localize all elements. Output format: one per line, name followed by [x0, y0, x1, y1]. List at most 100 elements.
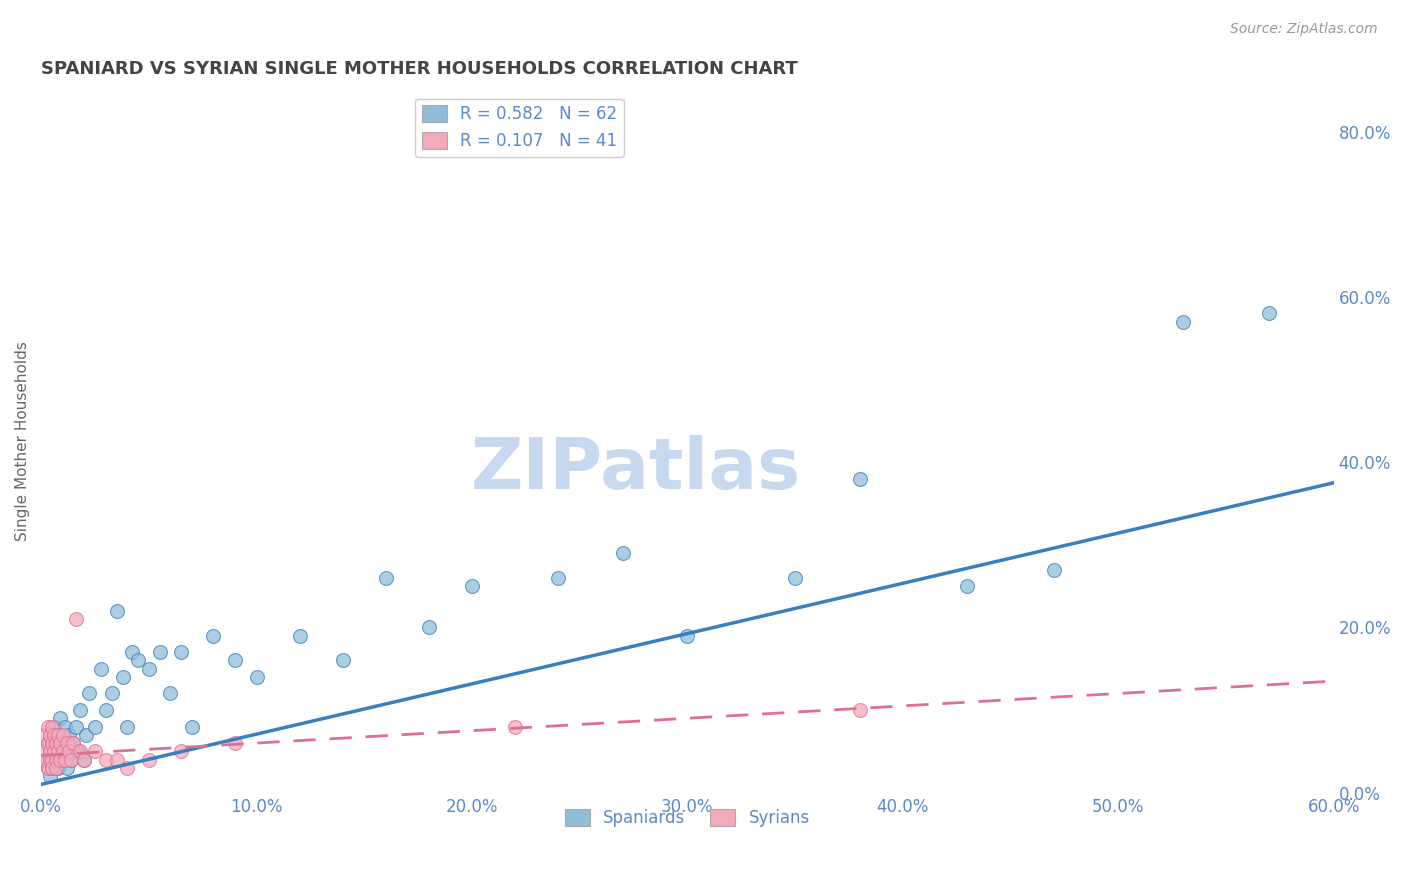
Point [45, 761, 67, 775]
Point [37, 736, 59, 750]
Point [127, 653, 149, 667]
Point [111, 670, 134, 684]
Point [42, 744, 65, 758]
Y-axis label: Single Mother Households: Single Mother Households [15, 342, 30, 541]
Point [202, 629, 225, 643]
Point [41, 753, 63, 767]
Point [45, 736, 67, 750]
Point [75, 728, 97, 742]
Point [159, 686, 181, 700]
Point [783, 571, 806, 585]
Point [90, 662, 112, 676]
Point [49, 753, 72, 767]
Point [53, 720, 76, 734]
Point [52, 736, 75, 750]
Point [288, 629, 311, 643]
Point [45, 736, 67, 750]
Point [65, 612, 87, 626]
Text: ZIPatlas: ZIPatlas [471, 435, 801, 504]
Point [676, 629, 699, 643]
Point [547, 571, 569, 585]
Point [503, 720, 526, 734]
Point [53, 753, 76, 767]
Point [62, 736, 84, 750]
Point [105, 604, 128, 618]
Point [121, 645, 143, 659]
Point [46, 761, 69, 775]
Point [105, 753, 128, 767]
Point [52, 728, 75, 742]
Point [58, 728, 80, 742]
Point [45, 753, 67, 767]
Point [170, 645, 193, 659]
Point [461, 579, 484, 593]
Point [37, 761, 59, 775]
Point [101, 686, 124, 700]
Point [69, 703, 91, 717]
Point [60, 753, 83, 767]
Point [38, 769, 60, 783]
Point [84, 720, 107, 734]
Point [38, 753, 60, 767]
Point [1171, 315, 1194, 329]
Point [73, 753, 96, 767]
Point [77, 686, 100, 700]
Point [245, 670, 267, 684]
Point [45, 753, 67, 767]
Point [52, 753, 75, 767]
Point [170, 744, 193, 758]
Point [138, 662, 160, 676]
Point [37, 761, 59, 775]
Point [34, 728, 56, 742]
Point [58, 744, 80, 758]
Point [37, 736, 59, 750]
Point [49, 711, 72, 725]
Point [46, 728, 69, 742]
Text: Source: ZipAtlas.com: Source: ZipAtlas.com [1230, 22, 1378, 37]
Point [66, 744, 89, 758]
Point [848, 703, 870, 717]
Point [41, 761, 63, 775]
Point [41, 736, 63, 750]
Point [65, 720, 87, 734]
Point [41, 728, 63, 742]
Point [94, 703, 117, 717]
Point [41, 736, 63, 750]
Point [62, 736, 84, 750]
Point [84, 744, 107, 758]
Point [41, 761, 63, 775]
Point [956, 579, 979, 593]
Point [180, 720, 202, 734]
Point [42, 728, 65, 742]
Point [32, 744, 55, 758]
Text: SPANIARD VS SYRIAN SINGLE MOTHER HOUSEHOLDS CORRELATION CHART: SPANIARD VS SYRIAN SINGLE MOTHER HOUSEHO… [41, 60, 797, 78]
Point [42, 744, 65, 758]
Point [37, 720, 59, 734]
Point [94, 753, 117, 767]
Point [332, 653, 354, 667]
Legend: Spaniards, Syrians: Spaniards, Syrians [558, 802, 817, 833]
Point [73, 753, 96, 767]
Point [56, 736, 79, 750]
Point [38, 744, 60, 758]
Point [46, 728, 69, 742]
Point [34, 753, 56, 767]
Point [49, 736, 72, 750]
Point [224, 736, 246, 750]
Point [38, 744, 60, 758]
Point [41, 720, 63, 734]
Point [46, 744, 69, 758]
Point [1258, 306, 1281, 320]
Point [612, 546, 634, 560]
Point [41, 753, 63, 767]
Point [374, 571, 396, 585]
Point [56, 761, 79, 775]
Point [848, 472, 870, 486]
Point [149, 645, 172, 659]
Point [418, 620, 440, 634]
Point [1042, 563, 1064, 577]
Point [56, 744, 79, 758]
Point [52, 744, 75, 758]
Point [224, 653, 246, 667]
Point [69, 744, 91, 758]
